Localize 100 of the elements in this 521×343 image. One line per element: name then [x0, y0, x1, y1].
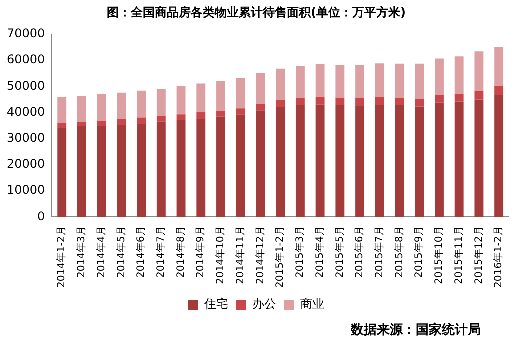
y-tick-label: 40000	[6, 104, 46, 119]
bar	[375, 105, 384, 218]
bar	[415, 98, 424, 107]
y-tick-label: 50000	[6, 78, 46, 93]
x-tick-label: 2015年3月	[294, 226, 306, 278]
bar	[58, 128, 67, 218]
x-tick-label: 2015年11月	[452, 226, 465, 284]
x-tick-label: 2015年5月	[334, 226, 346, 278]
bar	[156, 122, 166, 218]
bar	[196, 84, 206, 112]
x-tick-label: 2014年4月	[95, 226, 108, 278]
bar	[236, 78, 246, 109]
bar	[256, 73, 266, 104]
x-tick-label: 2015年10月	[433, 226, 446, 284]
bar	[176, 120, 186, 218]
legend-label: 住宅	[204, 297, 228, 312]
x-tick-label: 2016年1-2月	[492, 226, 505, 288]
bar	[474, 52, 484, 91]
x-tick-label: 2014年7月	[155, 226, 168, 278]
legend-label: 商业	[300, 297, 324, 312]
bar	[454, 94, 464, 102]
bar	[78, 126, 86, 218]
bar	[216, 116, 226, 218]
bar	[176, 86, 186, 115]
bar	[176, 114, 186, 120]
x-tick-label: 2014年9月	[194, 226, 207, 278]
bar	[316, 97, 325, 105]
bar	[435, 102, 444, 218]
bar	[454, 56, 464, 94]
bar	[156, 88, 166, 116]
x-tick-label: 2015年7月	[373, 226, 386, 278]
x-tick-label: 2014年11月	[234, 226, 246, 284]
bar	[435, 95, 444, 103]
bar	[97, 126, 106, 218]
bar	[316, 64, 325, 98]
bar	[97, 94, 106, 122]
bar	[435, 58, 444, 96]
x-tick-label: 2015年8月	[393, 226, 406, 278]
bar	[196, 112, 206, 120]
bar	[276, 68, 286, 100]
bar	[415, 106, 424, 218]
source-note: 数据来源：国家统计局	[350, 322, 481, 338]
y-tick-label: 0	[38, 209, 46, 224]
bar	[97, 121, 106, 126]
bar	[356, 98, 365, 106]
bar	[276, 100, 286, 108]
bar	[375, 64, 384, 98]
bar	[117, 120, 126, 126]
x-tick-label: 2015年6月	[354, 226, 366, 278]
bar	[474, 100, 484, 218]
bar	[454, 102, 464, 218]
bar	[216, 111, 226, 117]
x-tick-label: 2014年10月	[214, 226, 227, 284]
x-tick-label: 2014年8月	[174, 226, 187, 278]
x-tick-label: 2015年9月	[413, 226, 426, 278]
bar	[356, 106, 365, 218]
bar	[78, 96, 86, 122]
bar	[415, 64, 424, 99]
bar	[356, 65, 365, 98]
bar	[494, 96, 504, 218]
y-tick-label: 60000	[6, 52, 46, 67]
bar	[156, 116, 166, 122]
bar	[137, 124, 146, 218]
bar	[58, 97, 67, 123]
bar	[296, 66, 305, 98]
x-tick-label: 2014年5月	[115, 226, 128, 278]
chart-title: 图：全国商品房各类物业累计待售面积(单位：万平方米)	[107, 5, 406, 20]
bar	[236, 114, 246, 218]
bar	[137, 90, 146, 118]
bar	[137, 118, 146, 124]
bar	[276, 108, 286, 218]
bar	[58, 122, 67, 128]
bar	[336, 105, 345, 218]
bar	[395, 64, 404, 98]
bar	[395, 105, 404, 218]
y-tick-label: 20000	[6, 157, 46, 172]
y-tick-label: 70000	[6, 26, 46, 41]
x-tick-label: 2014年6月	[135, 226, 148, 278]
bar	[296, 98, 305, 106]
bar	[395, 98, 404, 106]
bar	[494, 86, 504, 96]
bar	[256, 104, 266, 111]
x-tick-label: 2015年12月	[472, 226, 485, 284]
x-tick-label: 2014年12月	[254, 226, 266, 284]
bar	[336, 65, 345, 98]
bar	[316, 104, 325, 218]
bar	[375, 97, 384, 106]
bar	[117, 126, 126, 218]
legend-label: 办公	[252, 297, 276, 312]
x-tick-label: 2014年3月	[76, 226, 88, 278]
bar	[216, 81, 226, 112]
bar	[494, 47, 504, 86]
y-tick-label: 10000	[6, 183, 46, 198]
bar	[196, 119, 206, 218]
x-tick-label: 2015年4月	[314, 226, 326, 278]
y-tick-label: 30000	[6, 130, 46, 145]
x-tick-label: 2014年1-2月	[56, 226, 68, 288]
bar	[336, 98, 345, 106]
bar	[236, 108, 246, 115]
bar	[474, 90, 484, 100]
